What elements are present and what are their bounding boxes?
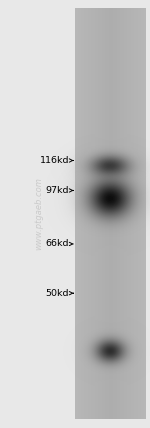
- Text: 97kd: 97kd: [45, 186, 69, 195]
- Text: 116kd: 116kd: [39, 156, 69, 165]
- Text: 50kd: 50kd: [45, 288, 69, 298]
- Text: www.ptgaeb.com: www.ptgaeb.com: [34, 178, 43, 250]
- Text: 66kd: 66kd: [45, 239, 69, 249]
